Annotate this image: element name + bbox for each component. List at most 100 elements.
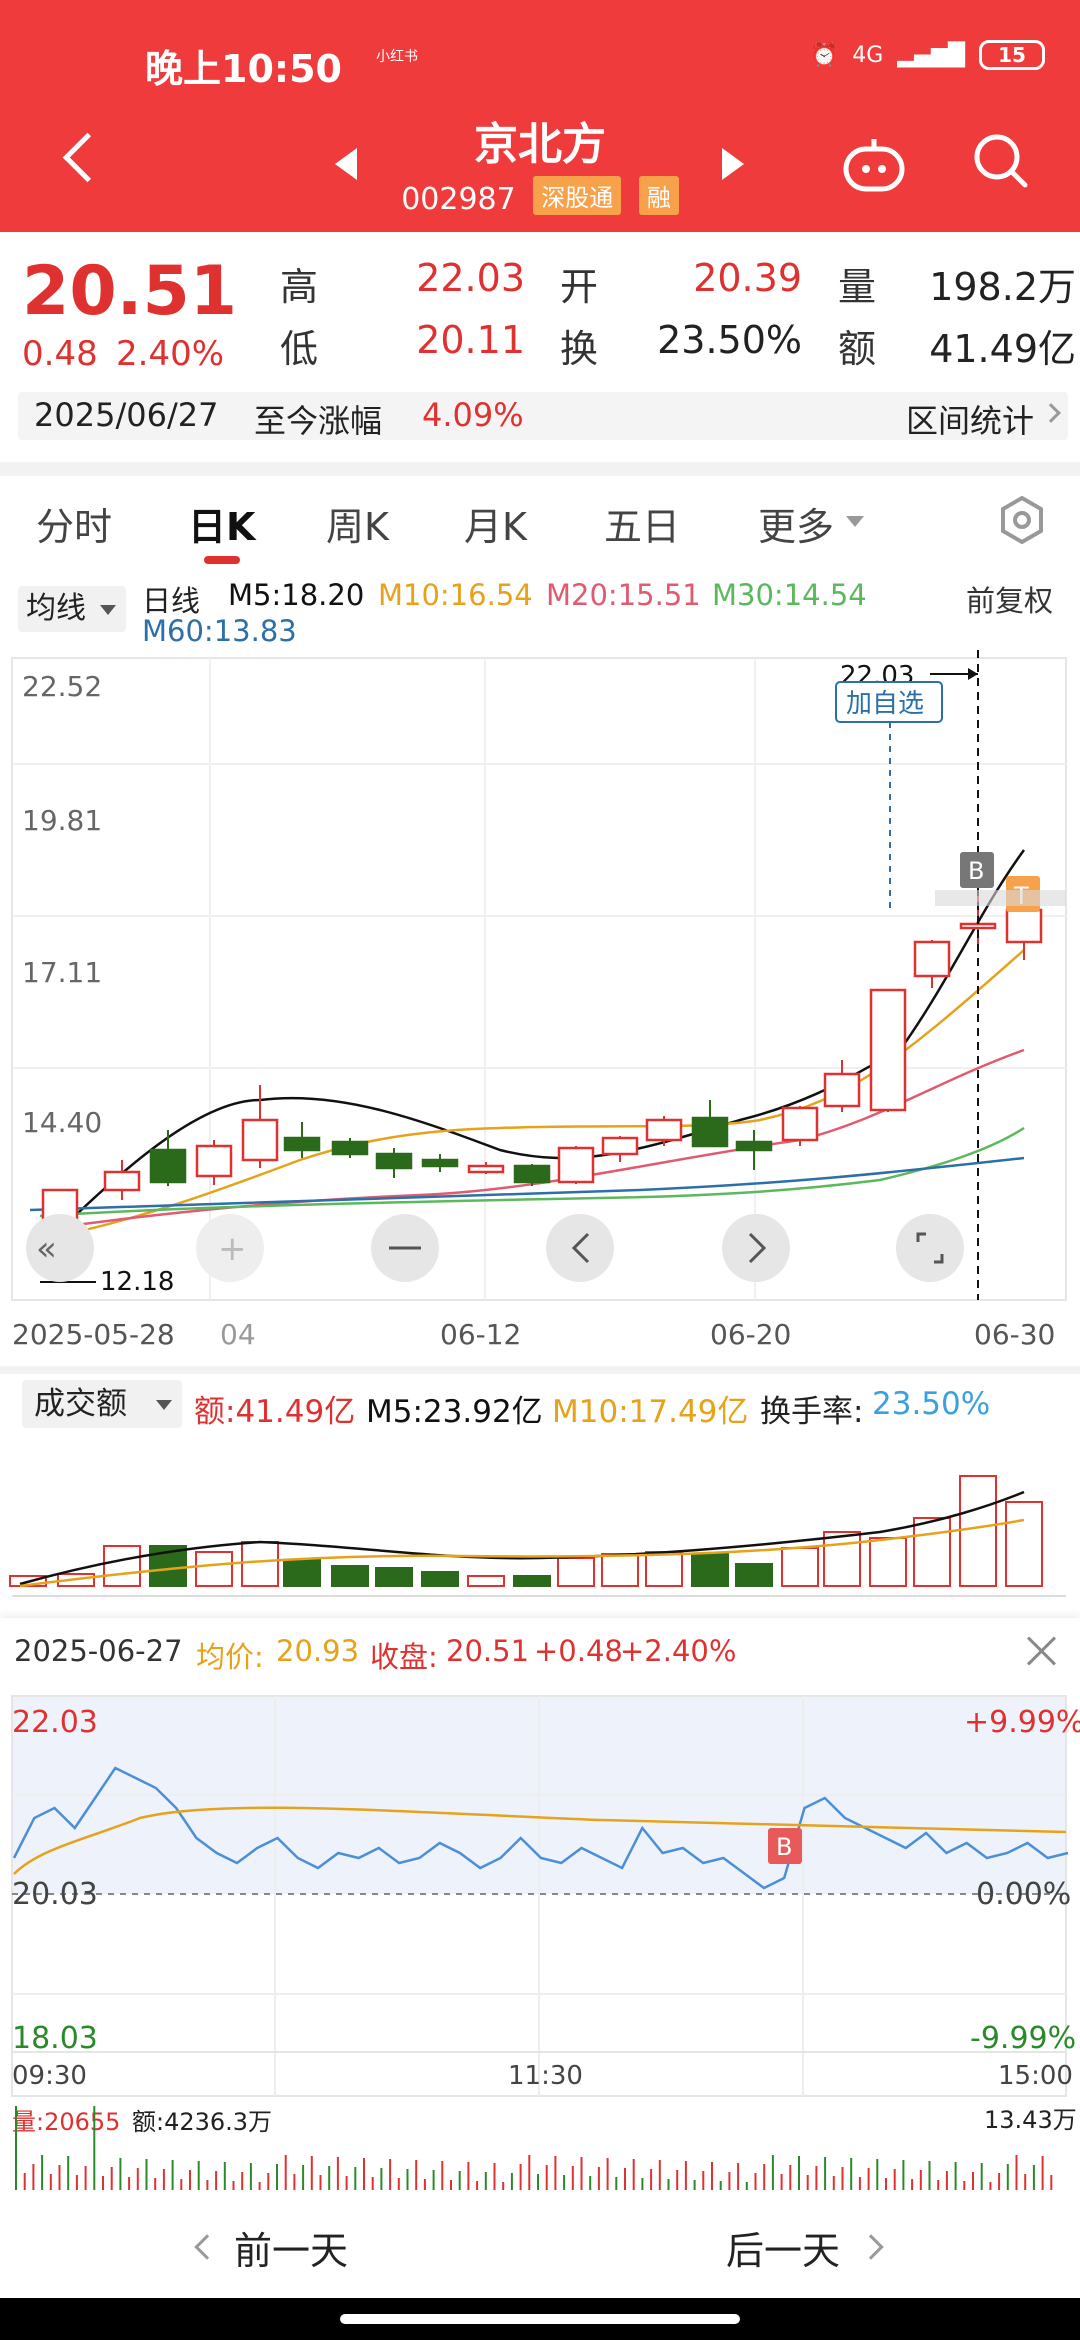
y-label-3: 17.11: [22, 956, 102, 989]
add-favorite-label[interactable]: 加自选: [846, 689, 924, 719]
intraday-pct-base: 0.00%: [976, 1877, 1071, 1912]
tab-daily-k[interactable]: 日K: [188, 505, 256, 549]
period-stats-bar[interactable]: 2025/06/27 至今涨幅 4.09% 区间统计: [18, 392, 1068, 440]
close-icon[interactable]: [1024, 1634, 1058, 1668]
section-divider: [0, 462, 1080, 476]
x-label-0620: 06-20: [710, 1318, 791, 1351]
kline-chart[interactable]: 22.52 19.81 17.11 14.40 22.03 12.18 加自选 …: [0, 650, 1080, 1370]
candle-body: [467, 1164, 505, 1174]
tab-more[interactable]: 更多: [758, 505, 835, 549]
more-dropdown-icon: [846, 516, 864, 527]
intraday-vol-max: 13.43万: [984, 2106, 1077, 2134]
stock-code: 002987: [401, 182, 516, 217]
chevron-left-icon: [194, 2234, 220, 2260]
volume-bar: [241, 1541, 279, 1587]
prev-day-button[interactable]: 前一天: [234, 2229, 349, 2273]
margin-tag: 融: [638, 176, 679, 215]
volume-bar: [823, 1531, 861, 1587]
notification-label: 小红书: [376, 49, 418, 65]
candle-body: [601, 1136, 639, 1156]
plus-icon: +: [218, 1229, 247, 1269]
prev-stock-button[interactable]: [335, 148, 357, 180]
y-label-2: 19.81: [22, 804, 102, 837]
tab-monthly-k[interactable]: 月K: [464, 505, 527, 549]
battery-indicator: 15: [979, 40, 1045, 70]
amount-value: 41.49亿: [929, 327, 1076, 371]
x-label-0630: 06-30: [974, 1318, 1055, 1351]
status-time: 晚上10:50: [145, 47, 342, 91]
active-tab-indicator: [204, 556, 240, 564]
volume-bar: [601, 1553, 639, 1587]
min-price-label: 12.18: [100, 1267, 174, 1297]
period-tabs: 分时 日K 周K 月K 五日 更多: [0, 476, 1080, 566]
intraday-y-base: 20.03: [12, 1877, 98, 1912]
candle-body: [283, 1136, 321, 1152]
candle-body: [557, 1146, 595, 1184]
x-label-start: 2025-05-28: [12, 1318, 175, 1351]
volume-selector[interactable]: 成交额: [22, 1380, 182, 1428]
range-stats-button[interactable]: 区间统计: [905, 402, 1034, 440]
intraday-change: +0.48: [534, 1634, 623, 1668]
ma5-value: M5:18.20: [228, 578, 365, 612]
volume-bar: [645, 1551, 683, 1587]
scroll-left-fast-button[interactable]: [26, 1214, 94, 1282]
next-stock-button[interactable]: [722, 148, 744, 180]
intraday-close-label: 收盘:: [370, 1640, 438, 1674]
intraday-chart[interactable]: 22.03 20.03 18.03 +9.99% 0.00% -9.99% B …: [0, 1678, 1080, 2198]
intraday-x-start: 09:30: [12, 2061, 87, 2091]
turnover-label: 换: [560, 327, 599, 371]
x-label-0612: 06-12: [440, 1318, 521, 1351]
volume-chart: [9, 1475, 1066, 1597]
turnover-rate-label: 换手率:: [760, 1394, 864, 1430]
candle-body: [645, 1118, 683, 1142]
candle-body: [1005, 908, 1043, 944]
tab-intraday[interactable]: 分时: [36, 505, 113, 549]
candle-body: [195, 1144, 233, 1178]
last-price: 20.51: [22, 252, 238, 331]
ma-kind: 日线: [142, 584, 201, 618]
buy-marker-label: B: [968, 857, 984, 885]
candle-body: [241, 1118, 279, 1162]
intraday-y-high: 22.03: [12, 1705, 98, 1740]
tab-weekly-k[interactable]: 周K: [326, 505, 389, 549]
intraday-popup: 2025-06-27 均价: 20.93 收盘: 20.51 +0.48 +2.…: [0, 1618, 1080, 2198]
intraday-price-line: [12, 1766, 1069, 1890]
volume-bar: [375, 1567, 413, 1587]
candle-body: [781, 1106, 819, 1142]
x-label-04: 04: [220, 1318, 256, 1351]
volume-bar: [421, 1571, 459, 1587]
intraday-avg-line: [13, 1806, 1067, 1875]
volume-bar: [195, 1551, 233, 1587]
intraday-pct-low: -9.99%: [970, 2021, 1076, 2056]
connect-tag: 深股通: [533, 176, 622, 215]
tab-five-day[interactable]: 五日: [604, 505, 681, 549]
intraday-y-low: 18.03: [12, 2021, 98, 2056]
price-change-pct: 2.40%: [116, 334, 225, 374]
next-day-button[interactable]: 后一天: [726, 2229, 841, 2273]
turnover-value: 23.50%: [657, 318, 802, 362]
section-divider: [0, 1366, 1080, 1374]
volume-m5: M5:23.92亿: [366, 1394, 543, 1430]
price-change: 0.48: [22, 334, 98, 374]
volume-bar: [513, 1575, 551, 1587]
search-icon[interactable]: [970, 130, 1030, 190]
stock-name: 京北方: [474, 119, 606, 170]
intraday-date: 2025-06-27: [14, 1634, 183, 1668]
y-label-1: 22.52: [22, 670, 102, 703]
zoom-in-button[interactable]: [196, 1214, 264, 1282]
period-date: 2025/06/27: [34, 396, 219, 434]
settings-hex-icon[interactable]: [998, 496, 1046, 544]
volume-bar: [691, 1553, 729, 1587]
buy-marker: [960, 852, 994, 888]
scroll-right-button[interactable]: [722, 1214, 790, 1282]
scroll-left-button[interactable]: [546, 1214, 614, 1282]
y-label-4: 14.40: [22, 1106, 102, 1139]
volume-bar: [331, 1565, 369, 1587]
candle-body: [103, 1170, 141, 1192]
fullscreen-icon: [916, 1232, 926, 1242]
adjustment-toggle[interactable]: 前复权: [966, 584, 1054, 618]
fullscreen-button[interactable]: [896, 1214, 964, 1282]
ma20-value: M20:15.51: [546, 578, 701, 612]
assistant-robot-icon[interactable]: [840, 135, 908, 195]
ma-selector[interactable]: 均线: [18, 586, 126, 632]
